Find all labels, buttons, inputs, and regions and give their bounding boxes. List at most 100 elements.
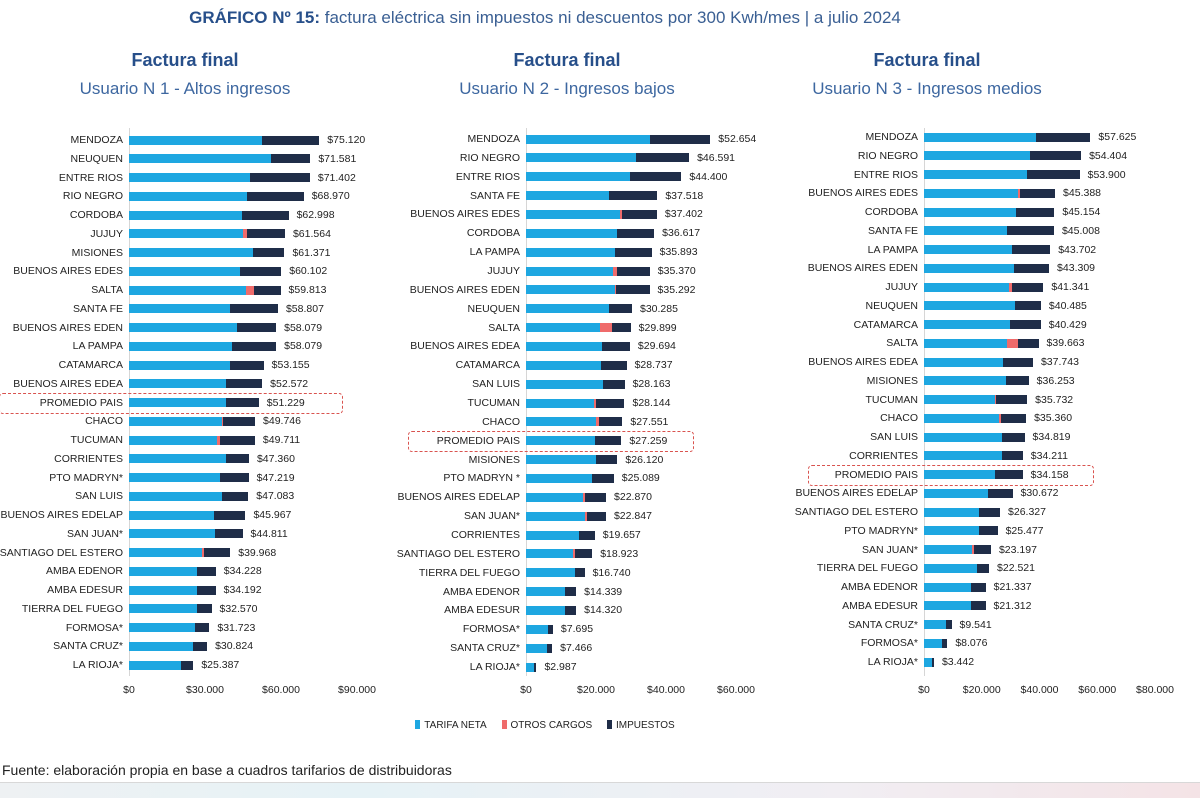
bar-impuestos — [615, 285, 650, 295]
bar-otros-cargos — [614, 285, 616, 295]
bar-impuestos — [1001, 432, 1025, 442]
category-label: AMBA EDENOR — [840, 581, 918, 593]
data-label: $22.521 — [997, 562, 1035, 575]
data-label: $60.102 — [289, 265, 328, 278]
highlight-box-promedio — [808, 464, 1094, 486]
data-label: $47.219 — [256, 471, 295, 484]
bar-tarifa-neta — [526, 134, 650, 144]
category-label: SAN LUIS — [870, 431, 918, 443]
data-label: $28.737 — [634, 359, 673, 372]
bar-impuestos — [219, 435, 255, 445]
bar-impuestos — [574, 568, 585, 578]
bar-tarifa-neta — [129, 285, 246, 295]
bar-impuestos — [1011, 245, 1051, 254]
category-label: SAN LUIS — [472, 378, 520, 391]
bar-impuestos — [594, 436, 622, 446]
bar-tarifa-neta — [129, 491, 223, 501]
category-label: SANTA FE — [470, 189, 520, 202]
x-tick-label: $80.000 — [1136, 684, 1174, 696]
data-label: $52.572 — [270, 377, 309, 390]
category-label: SAN JUAN* — [463, 510, 520, 523]
bar-tarifa-neta — [526, 511, 586, 521]
bar-tarifa-neta — [526, 209, 620, 219]
bar-impuestos — [225, 454, 249, 464]
bar-impuestos — [612, 323, 631, 333]
category-label: PROMEDIO PAIS — [436, 434, 520, 447]
bar-tarifa-neta — [924, 488, 989, 498]
bar-tarifa-neta — [129, 248, 253, 257]
category-label: TUCUMAN — [467, 397, 521, 409]
bar-impuestos — [226, 379, 263, 389]
data-label: $22.847 — [613, 510, 652, 523]
category-label: CORDOBA — [69, 209, 123, 221]
bar-impuestos — [196, 604, 212, 614]
bar-tarifa-neta — [526, 304, 610, 314]
bar-tarifa-neta — [924, 620, 946, 629]
data-label: $8.076 — [955, 637, 988, 650]
category-label: CHACO — [482, 415, 520, 428]
data-label: $39.663 — [1046, 337, 1085, 350]
category-label: CORRIENTES — [849, 449, 918, 462]
bar-tarifa-neta — [526, 266, 613, 276]
bar-impuestos — [247, 191, 304, 201]
category-label: LA PAMPA — [72, 340, 123, 353]
bar-impuestos — [181, 660, 194, 670]
bar-tarifa-neta — [526, 228, 617, 238]
bar-tarifa-neta — [129, 416, 223, 426]
data-label: $39.968 — [238, 546, 277, 559]
bar-tarifa-neta — [924, 245, 1012, 254]
x-tick-label: $0 — [520, 684, 532, 696]
bar-impuestos — [608, 191, 658, 201]
bar-otros-cargos — [1008, 282, 1013, 292]
category-label: SAN LUIS — [75, 490, 123, 503]
bar-impuestos — [1036, 132, 1091, 142]
bar-tarifa-neta — [924, 545, 972, 554]
data-label: $62.998 — [296, 209, 335, 221]
bar-impuestos — [203, 548, 231, 557]
bar-tarifa-neta — [129, 641, 194, 651]
data-label: $71.581 — [318, 152, 357, 165]
category-label: MENDOZA — [865, 131, 919, 143]
data-label: $23.197 — [998, 543, 1037, 556]
bar-tarifa-neta — [129, 454, 226, 464]
bar-tarifa-neta — [526, 587, 565, 597]
category-label: BUENOS AIRES EDEN — [12, 321, 123, 334]
category-label: CATAMARCA — [455, 359, 520, 372]
bar-impuestos — [971, 601, 986, 611]
data-label: $58.807 — [285, 302, 324, 315]
bar-otros-cargos — [612, 266, 617, 276]
data-label: $27.259 — [629, 434, 668, 447]
legend-item-tarifa-neta: TARIFA NETA — [415, 720, 487, 731]
category-label: ENTRE RIOS — [455, 170, 520, 183]
data-label: $34.211 — [1030, 449, 1068, 462]
bar-tarifa-neta — [924, 376, 1006, 386]
bar-tarifa-neta — [924, 507, 980, 517]
bar-tarifa-neta — [924, 188, 1019, 198]
category-label: CATAMARCA — [853, 318, 918, 331]
bar-impuestos — [609, 304, 632, 314]
data-label: $16.740 — [592, 566, 631, 579]
bar-impuestos — [220, 473, 249, 482]
data-label: $40.429 — [1048, 318, 1087, 331]
legend-item-otros-cargos: OTROS CARGOS — [501, 720, 592, 731]
category-label: MISIONES — [866, 374, 918, 387]
bar-tarifa-neta — [526, 436, 595, 446]
data-label: $14.320 — [584, 604, 623, 617]
category-label: SAN JUAN* — [66, 527, 123, 540]
category-label: NEUQUEN — [467, 302, 520, 315]
data-label: $19.657 — [602, 529, 641, 541]
bar-tarifa-neta — [924, 207, 1017, 217]
bar-tarifa-neta — [129, 360, 231, 370]
data-label: $25.089 — [621, 472, 660, 485]
bar-tarifa-neta — [924, 657, 932, 667]
bar-otros-cargos — [573, 549, 576, 559]
bar-tarifa-neta — [129, 529, 215, 539]
category-label: BUENOS AIRES EDES — [13, 265, 123, 278]
category-label: TIERRA DEL FUEGO — [21, 602, 123, 615]
x-tick-label: $40.000 — [647, 684, 685, 696]
data-label: $14.339 — [584, 585, 623, 598]
bar-impuestos — [596, 455, 618, 465]
bar-impuestos — [595, 398, 625, 408]
bar-tarifa-neta — [129, 191, 248, 201]
data-label: $44.811 — [250, 527, 288, 540]
